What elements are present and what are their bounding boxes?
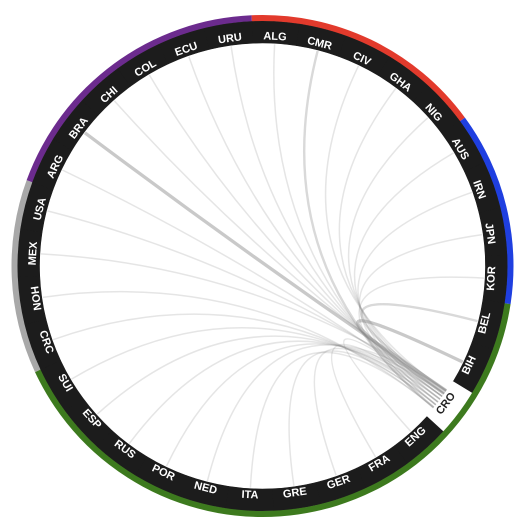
chord-link-cro-sui	[71, 327, 439, 403]
chord-link-cro-col	[148, 74, 443, 398]
team-label-usa[interactable]: USA	[31, 196, 48, 222]
team-label-bel[interactable]: BEL	[476, 311, 493, 336]
team-label-irn[interactable]: IRN	[470, 179, 488, 201]
chord-link-cro-por	[165, 343, 445, 467]
chord-link-cro-eng	[342, 338, 443, 432]
chord-link-cro-jpn	[358, 233, 483, 406]
continent-arc-south-america	[26, 15, 252, 183]
chord-link-cro-arg	[62, 169, 443, 398]
chord-link-cro-aus	[353, 152, 454, 400]
chord-link-cro-chi	[113, 100, 445, 395]
chord-link-cro-fra	[330, 343, 441, 458]
chord-link-cro-esp	[96, 335, 441, 415]
chord-link-cro-civ	[324, 65, 447, 392]
continent-arc-africa	[251, 15, 465, 122]
team-label-uru[interactable]: URU	[217, 31, 242, 46]
chord-link-cro-nig	[347, 117, 443, 398]
chord-links	[40, 44, 485, 488]
chord-link-cro-usa	[47, 210, 445, 395]
chord-link-cro-mex	[40, 253, 447, 392]
chord-link-cro-bel	[360, 303, 478, 392]
chord-link-cro-ita	[249, 351, 435, 488]
chord-link-cro-cmr	[302, 50, 435, 409]
continent-arc-asia	[460, 117, 514, 305]
team-label-gre[interactable]: GRE	[282, 486, 307, 501]
team-label-ita[interactable]: ITA	[241, 489, 259, 502]
team-label-alg[interactable]: ALG	[263, 30, 287, 43]
chord-link-cro-crc	[52, 313, 437, 406]
chord-link-cro-gre	[288, 350, 437, 486]
chord-link-cro-alg	[273, 44, 437, 406]
chord-link-cro-ned	[206, 344, 447, 482]
chord-link-cro-hon	[42, 290, 435, 409]
continent-arcs	[11, 15, 514, 517]
chord-link-cro-gha	[338, 87, 445, 395]
chord-link-cro-kor	[358, 276, 485, 409]
chord-link-cro-bih	[356, 319, 464, 395]
chord-link-cro-ger	[313, 347, 439, 476]
chord-link-cro-irn	[357, 191, 473, 403]
team-label-ned[interactable]: NED	[193, 480, 219, 497]
continent-arc-north-america	[11, 180, 41, 373]
chord-link-cro-rus	[128, 340, 443, 445]
team-ring	[17, 20, 508, 512]
chord-link-cro-bra	[83, 131, 448, 393]
team-label-mex[interactable]: MEX	[27, 241, 40, 266]
team-label-hon[interactable]: HON	[28, 285, 43, 311]
team-segment-uru[interactable]	[203, 20, 254, 50]
team-label-kor[interactable]: KOR	[485, 266, 498, 291]
chord-link-cro-uru	[230, 46, 439, 403]
team-label-jpn[interactable]: JPN	[482, 222, 497, 245]
chord-link-cro-ecu	[188, 56, 441, 400]
